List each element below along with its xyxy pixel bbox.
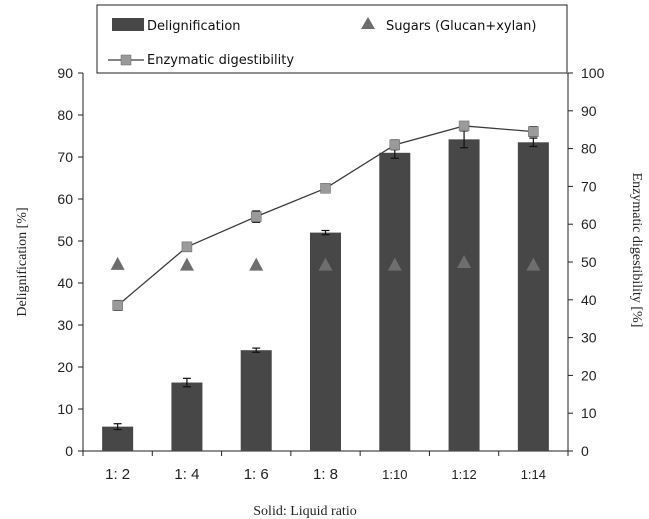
enzymatic-digestibility-point	[389, 139, 401, 151]
y-axis-title: Delignification [%]	[15, 207, 30, 316]
y2-tick-label: 60	[581, 216, 597, 232]
legend-bar-swatch	[112, 18, 144, 31]
enzymatic-digestibility-point	[458, 120, 470, 132]
y2-tick-label: 70	[581, 178, 597, 194]
plot-area: 0 10 20 30 40 50 60 70 80 90 0 10 20 30 40 50 60 70 80 90 10…	[57, 65, 604, 483]
y2-tick-label: 20	[581, 367, 597, 383]
y2-tick-label: 0	[581, 443, 589, 459]
legend-label-delignification: Delignification	[147, 19, 241, 34]
enzymatic-digestibility-point	[112, 300, 123, 311]
sugars-marker	[387, 257, 402, 271]
x-axis-title: Solid: Liquid ratio	[253, 504, 356, 519]
enzymatic-digestibility-point	[528, 126, 539, 137]
legend-square-marker	[120, 54, 132, 66]
sugars-marker	[318, 257, 333, 271]
x-tick-label: 1: 4	[174, 466, 199, 483]
y-tick-label: 30	[57, 317, 73, 333]
y-tick-label: 0	[65, 443, 73, 459]
delignification-bar	[171, 382, 203, 451]
sugars-marker	[179, 257, 194, 271]
y2-tick-label: 50	[581, 254, 597, 270]
x-tick-label: 1:12	[451, 467, 476, 482]
y-tick-label: 60	[57, 191, 73, 207]
enzymatic-digestibility-point	[320, 183, 331, 194]
y-tick-label: 80	[57, 107, 73, 123]
sugars-marker	[526, 257, 541, 271]
enzymatic-digestibility-point	[250, 211, 262, 222]
delignification-bar	[379, 152, 411, 452]
sugars-marker	[457, 255, 472, 268]
y-tick-label: 50	[57, 233, 73, 249]
y2-tick-label: 10	[581, 405, 597, 421]
y2-tick-label: 90	[581, 103, 597, 119]
y2-tick-label: 30	[581, 330, 597, 346]
y-tick-label: 90	[57, 65, 73, 81]
y2-tick-label: 40	[581, 292, 597, 308]
y-tick-label: 10	[57, 401, 73, 417]
legend-triangle-marker	[361, 17, 375, 29]
legend-label-sugars: Sugars (Glucan+xylan)	[386, 19, 536, 34]
y2-tick-label: 80	[581, 141, 597, 157]
x-tick-label: 1:14	[521, 467, 546, 482]
delignification-bar	[517, 142, 549, 452]
x-tick-label: 1:10	[382, 467, 407, 482]
y2-tick-label: 100	[581, 65, 605, 81]
y-tick-label: 40	[57, 275, 73, 291]
delignification-bar	[102, 426, 134, 451]
legend: Delignification Sugars (Glucan+xylan) En…	[96, 4, 568, 74]
y-tick-label: 70	[57, 149, 73, 165]
legend-label-enzymatic-digestibility: Enzymatic digestibility	[147, 53, 294, 68]
x-tick-label: 1: 6	[244, 466, 269, 483]
delignification-bar	[448, 139, 480, 452]
x-tick-label: 1: 2	[105, 466, 130, 483]
legend-box	[96, 4, 568, 74]
y-tick-label: 20	[57, 359, 73, 375]
sugars-marker	[249, 257, 264, 271]
sugars-marker	[110, 256, 125, 270]
enzymatic-digestibility-point	[181, 241, 193, 253]
x-tick-label: 1: 8	[313, 466, 338, 483]
delignification-bar	[240, 350, 272, 451]
y2-axis-title: Enzymatic digestibility [%]	[629, 173, 644, 328]
